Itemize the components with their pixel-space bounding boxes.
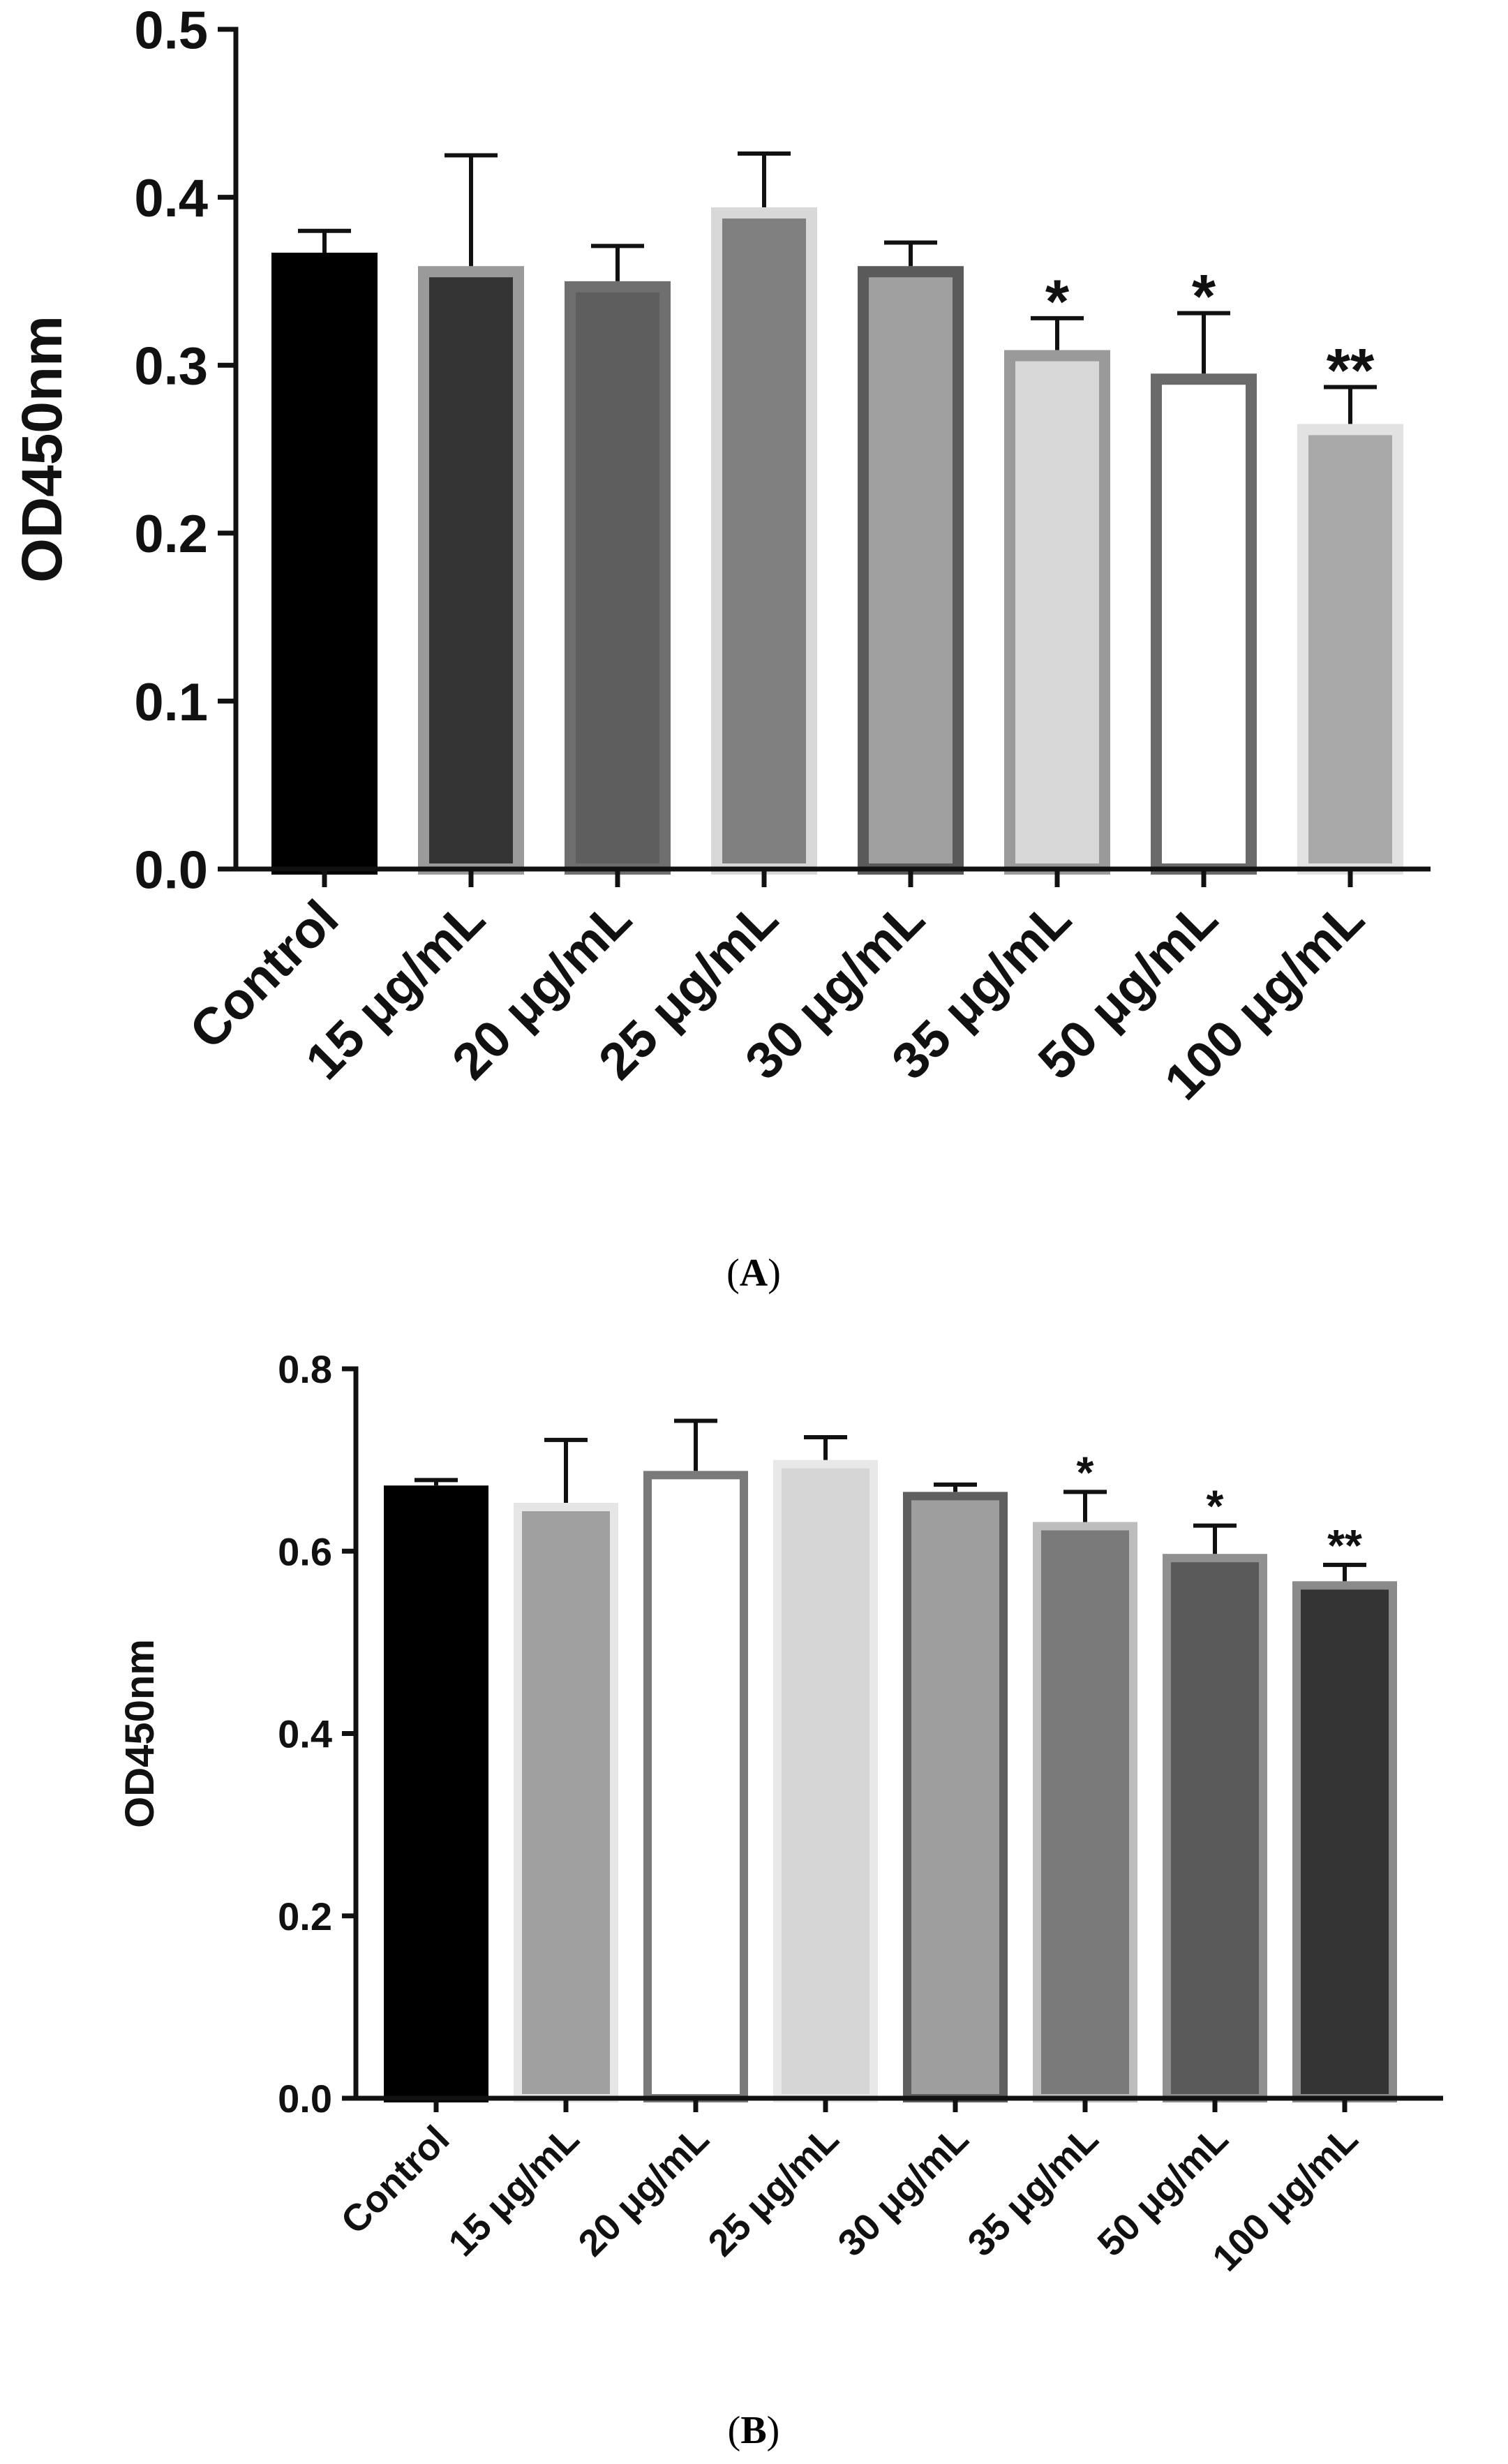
bar-4 [858,266,964,875]
y-tick-label-4: 0.8 [278,1347,332,1391]
y-tick-label-5: 0.5 [134,1,208,60]
y-tick-label-0: 0.0 [134,840,208,900]
bar-5 [1004,350,1110,875]
x-tick-label-5: 35 μg/mL [960,2118,1106,2264]
y-tick-label-2: 0.4 [278,1712,332,1756]
y-tick-label-3: 0.6 [278,1529,332,1573]
bar-0 [384,1485,488,2102]
bar-0 [271,252,378,875]
significance-label-6: * [1192,262,1216,331]
y-tick-label-0: 0.0 [278,2077,332,2121]
bar-2 [565,281,671,875]
bar-3 [773,1460,878,2102]
bar-2 [643,1471,748,2103]
y-axis-title: OD450nm [10,316,74,583]
x-tick-label-0: Control [333,2118,457,2242]
bar-6 [1163,1554,1267,2102]
x-tick-label-4: 30 μg/mL [830,2118,976,2264]
x-tick-label-3: 25 μg/mL [700,2118,846,2264]
significance-label-6: * [1207,1481,1224,1531]
y-tick-label-1: 0.1 [134,673,208,732]
y-tick-label-2: 0.2 [134,505,208,564]
panel-a-label: (A) [726,1252,781,1295]
bar-3 [711,207,817,875]
x-tick-label-1: 15 μg/mL [440,2118,587,2264]
significance-label-5: * [1077,1447,1094,1497]
significance-label-7: ** [1327,335,1375,404]
bar-5 [1033,1522,1137,2102]
bar-6 [1151,373,1257,875]
bar-4 [903,1492,1008,2102]
panel-b-label: (B) [728,2409,780,2452]
bar-1 [418,266,524,875]
y-tick-label-1: 0.2 [278,1894,332,1938]
x-tick-label-2: 20 μg/mL [570,2118,717,2264]
bar-7 [1292,1581,1397,2102]
bar-1 [514,1503,618,2103]
significance-label-7: ** [1327,1520,1362,1571]
y-axis-title: OD450nm [117,1639,163,1828]
significance-label-5: * [1045,267,1070,336]
y-tick-label-3: 0.3 [134,337,208,396]
y-tick-label-4: 0.4 [134,169,208,228]
bar-7 [1297,424,1403,875]
